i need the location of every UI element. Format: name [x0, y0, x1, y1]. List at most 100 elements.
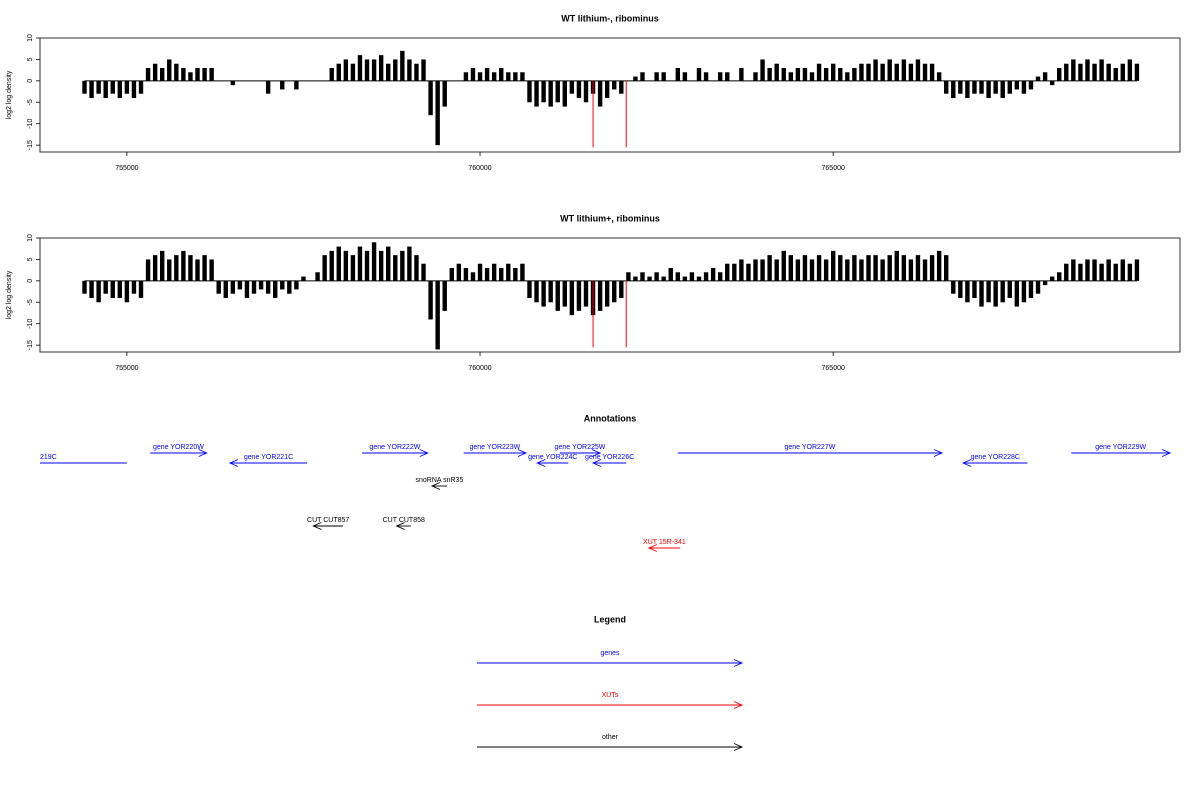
density-bar [668, 268, 673, 281]
density-bar [357, 246, 363, 281]
density-bar [188, 255, 193, 281]
density-bar [343, 59, 349, 81]
x-tick-label: 765000 [822, 365, 845, 372]
density-bar [901, 59, 907, 81]
density-bar [534, 280, 539, 303]
density-bar [986, 80, 991, 98]
x-tick-label: 755000 [115, 365, 138, 372]
density-bar [435, 80, 440, 146]
density-bar [414, 255, 419, 281]
arrow-head [228, 459, 239, 467]
feature-label: gene YOR224C [528, 454, 577, 461]
density-bar [612, 280, 617, 303]
y-tick-label: 0 [27, 279, 34, 283]
density-bar [958, 280, 963, 298]
density-bar [880, 63, 885, 81]
density-bar [477, 72, 483, 81]
density-bar [604, 80, 610, 98]
density-bar [760, 59, 765, 81]
density-bar [82, 280, 87, 294]
density-bar [96, 80, 101, 94]
density-bar [1092, 259, 1097, 281]
feature-label: gene YOR229W [1095, 444, 1146, 451]
density-bar [103, 280, 108, 294]
plot-frame [39, 37, 1181, 153]
density-bar [929, 255, 935, 281]
density-bar [378, 250, 384, 281]
density-bar [1007, 80, 1012, 94]
density-bar [386, 63, 391, 81]
density-bar [181, 68, 186, 81]
density-bar [951, 80, 956, 98]
density-bar [491, 72, 497, 81]
density-bar [513, 268, 518, 281]
density-bar [456, 263, 462, 281]
density-bar [117, 280, 123, 298]
x-tick-label: 760000 [468, 165, 491, 172]
density-bar [442, 280, 447, 311]
density-bar [739, 259, 744, 281]
density-bar [294, 280, 299, 290]
density-bar [131, 280, 137, 294]
density-bar [887, 255, 892, 281]
density-bar [336, 246, 341, 281]
density-bar [1035, 76, 1041, 81]
density-bar [287, 280, 292, 294]
arrow-head [733, 743, 744, 751]
feature-label: CUT CUT857 [307, 517, 349, 524]
arrow-head [430, 482, 441, 490]
density-bar [1028, 80, 1034, 90]
chart-title: WT lithium-, ribominus [561, 13, 659, 23]
density-bar [647, 276, 652, 281]
density-bar [944, 80, 949, 94]
density-bar [576, 80, 582, 98]
density-bar [364, 250, 370, 281]
arrow-head [312, 522, 322, 530]
density-bar [1014, 80, 1020, 90]
density-bar [951, 280, 956, 294]
y-axis-label: log2 log density [6, 270, 13, 319]
density-bar [717, 272, 723, 281]
density-bar [209, 68, 214, 81]
density-bar [654, 72, 659, 81]
density-bar [873, 59, 878, 81]
density-bar [484, 68, 490, 81]
density-bar [823, 259, 829, 281]
density-bar [181, 250, 186, 281]
density-bar [689, 272, 695, 281]
density-bar [1134, 63, 1140, 81]
density-bar [124, 80, 130, 94]
density-bar [174, 63, 179, 81]
density-bar [1021, 80, 1027, 94]
density-bar [350, 255, 356, 281]
density-bar [1113, 263, 1118, 281]
density-bar [576, 280, 582, 311]
density-bar [174, 255, 179, 281]
density-bar [880, 259, 885, 281]
density-bar [1120, 259, 1125, 281]
density-bar [138, 80, 144, 94]
density-bar [873, 255, 878, 281]
density-bar [965, 80, 970, 98]
y-tick-label: -15 [27, 140, 34, 150]
density-bar [470, 272, 476, 281]
density-bar [583, 80, 589, 103]
density-bar [682, 72, 688, 81]
feature-label: gene YOR226C [585, 454, 634, 461]
density-bar [795, 68, 801, 81]
density-bar [315, 272, 320, 281]
feature-label: gene YOR221C [244, 454, 293, 461]
arrow-head [21, 460, 29, 467]
density-bar [1092, 63, 1097, 81]
density-bar [527, 80, 532, 103]
density-bar [901, 255, 907, 281]
density-bar [428, 80, 433, 116]
density-bar [732, 263, 737, 281]
density-bar [915, 59, 921, 81]
density-bar [767, 68, 772, 81]
density-bar [569, 80, 575, 94]
feature-label: gene YOR227W [784, 444, 835, 451]
density-bar [562, 80, 567, 107]
density-bar [845, 259, 850, 281]
